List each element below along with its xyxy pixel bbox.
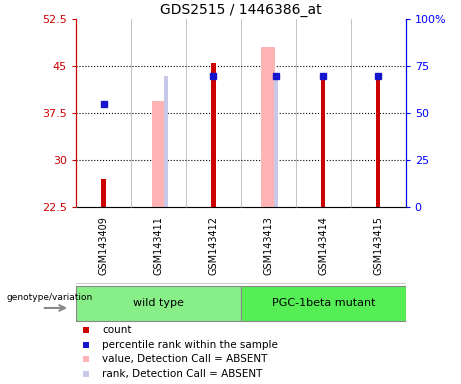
Bar (321, 76, 325, 207)
Bar (211, 63, 216, 207)
Text: GSM143411: GSM143411 (154, 216, 164, 275)
Text: value, Detection Call = ABSENT: value, Detection Call = ABSENT (102, 354, 268, 364)
Bar (274, 76, 278, 207)
Text: count: count (102, 325, 132, 335)
Bar (376, 76, 380, 207)
Text: PGC-1beta mutant: PGC-1beta mutant (272, 298, 375, 308)
Text: GSM143413: GSM143413 (263, 216, 273, 275)
Bar (76, 286, 241, 321)
Text: genotype/variation: genotype/variation (6, 293, 92, 302)
Bar (241, 286, 406, 321)
Bar (152, 101, 165, 207)
Text: wild type: wild type (133, 298, 184, 308)
Text: GSM143415: GSM143415 (373, 216, 383, 275)
Text: percentile rank within the sample: percentile rank within the sample (102, 340, 278, 350)
Title: GDS2515 / 1446386_at: GDS2515 / 1446386_at (160, 3, 322, 17)
Text: GSM143414: GSM143414 (318, 216, 328, 275)
Text: GSM143412: GSM143412 (208, 216, 219, 275)
Text: GSM143409: GSM143409 (99, 216, 108, 275)
Text: rank, Detection Call = ABSENT: rank, Detection Call = ABSENT (102, 369, 263, 379)
Bar (261, 48, 275, 207)
Bar (164, 76, 168, 207)
Bar (101, 179, 106, 207)
